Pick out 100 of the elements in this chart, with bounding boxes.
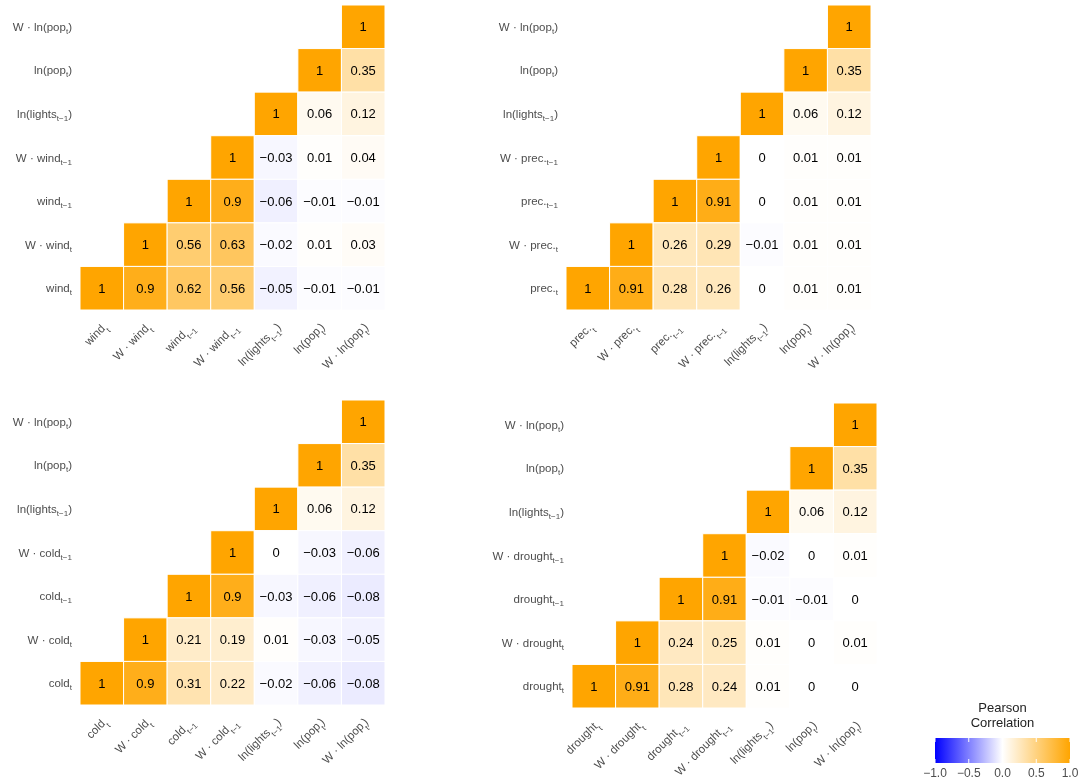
data-label: 1 [272, 106, 280, 122]
data-label: 0.56 [219, 280, 246, 296]
data-label: 0.35 [842, 460, 868, 476]
data-label: 1 [802, 62, 810, 78]
color-bar-label: 0.5 [1027, 766, 1045, 780]
data-label: 0.91 [705, 193, 732, 209]
y-tick-label: W · ln(pop$_{t}$) [498, 20, 559, 36]
y-tick-label: wind$_{t}$ [45, 282, 73, 298]
y-tick-label: ln(lights$_{t−1}$) [17, 502, 73, 518]
data-label: 0.28 [662, 280, 688, 296]
data-label: 0 [758, 280, 766, 296]
y-tick-label: W · drought$_{t}$ [501, 636, 565, 652]
data-label: 1 [359, 19, 367, 35]
data-label: 0.01 [306, 237, 333, 253]
data-label: −0.01 [303, 193, 337, 209]
data-label: −0.03 [303, 545, 337, 560]
data-label: 0.01 [306, 150, 333, 165]
data-label: 0.91 [624, 678, 651, 694]
data-label: 0.21 [176, 632, 202, 648]
data-label: 1 [141, 237, 149, 253]
y-tick-label: drought$_{t−1}$ [513, 593, 565, 609]
data-label: 1 [758, 106, 766, 122]
data-label: 0.01 [755, 678, 781, 694]
data-label: 1 [633, 635, 641, 651]
data-label: 0.01 [842, 635, 868, 651]
data-label: −0.02 [259, 237, 293, 253]
data-label: −0.02 [259, 675, 293, 691]
data-label: 1 [808, 460, 816, 476]
data-label: 0.01 [836, 280, 862, 296]
y-tick-label: W · cold$_{t−1}$ [18, 546, 73, 562]
data-label: 0.62 [176, 280, 202, 296]
data-label: 1 [720, 548, 729, 563]
data-label: 1 [677, 591, 685, 607]
y-tick-label: W · wind$_{t−1}$ [15, 151, 73, 167]
y-tick-label: ln(pop$_{t}$) [519, 64, 559, 80]
data-label: 0 [758, 150, 766, 165]
data-label: 0.9 [223, 588, 242, 604]
data-label: 0.01 [836, 150, 862, 165]
data-label: −0.01 [346, 193, 380, 209]
data-label: 1 [671, 193, 679, 209]
data-label: −0.05 [259, 280, 293, 296]
data-label: −0.06 [259, 193, 293, 209]
data-label: 0.04 [350, 150, 376, 165]
data-label: 0 [851, 678, 859, 694]
y-tick-label: W · ln(pop$_{t}$) [504, 418, 565, 434]
data-label: 0.29 [705, 237, 732, 253]
data-label: 0.12 [350, 501, 376, 517]
data-label: 0.06 [306, 501, 333, 517]
data-label: −0.05 [346, 632, 380, 648]
color-bar-label: 1.0 [1061, 766, 1079, 780]
data-label: 0.01 [792, 193, 819, 209]
data-label: 0 [808, 678, 816, 694]
data-label: 0.24 [711, 678, 738, 694]
data-label: 1 [228, 150, 237, 165]
data-label: −0.03 [259, 150, 293, 165]
data-label: 1 [228, 545, 237, 560]
data-label: 1 [185, 588, 193, 604]
y-tick-label: ln(lights$_{t−1}$) [503, 107, 559, 123]
data-label: 1 [359, 414, 367, 430]
data-label: −0.06 [346, 545, 380, 560]
y-tick-label: W · ln(pop$_{t}$) [12, 20, 73, 36]
data-label: 0.22 [219, 675, 246, 691]
color-bar-label: −1.0 [923, 766, 948, 780]
data-label: 1 [316, 62, 324, 78]
data-label: 0 [851, 591, 859, 607]
data-label: 0.9 [136, 675, 155, 691]
data-label: −0.01 [795, 591, 829, 607]
y-tick-label: ln(pop$_{t}$) [525, 462, 565, 478]
data-label: 1 [98, 675, 106, 691]
data-label: 0.9 [136, 280, 155, 296]
data-label: 0.01 [755, 635, 781, 651]
data-label: 0.12 [836, 106, 862, 122]
data-label: −0.08 [346, 675, 380, 691]
data-label: 1 [851, 417, 859, 433]
y-tick-label: cold$_{t−1}$ [39, 590, 73, 606]
y-tick-label: ln(lights$_{t−1}$) [509, 505, 565, 521]
data-label: 0.35 [350, 457, 376, 473]
data-label: 1 [584, 280, 592, 296]
data-label: 0 [272, 545, 280, 560]
data-label: 1 [141, 632, 149, 648]
data-label: 1 [764, 504, 772, 520]
data-label: 0.9 [223, 193, 242, 209]
data-label: −0.06 [303, 675, 337, 691]
data-label: 0.56 [176, 237, 202, 253]
y-tick-label: cold$_{t}$ [48, 677, 73, 693]
data-label: 0.25 [711, 635, 738, 651]
data-label: 0.06 [306, 106, 333, 122]
color-bar-label: −0.5 [956, 766, 981, 780]
data-label: 0.12 [842, 504, 868, 520]
data-label: 0.01 [792, 237, 819, 253]
data-label: −0.03 [303, 632, 337, 648]
data-label: 0.91 [711, 591, 738, 607]
data-label: 0.26 [662, 237, 688, 253]
data-label: 1 [627, 237, 635, 253]
data-label: 0.01 [836, 193, 862, 209]
data-label: 0.19 [219, 632, 246, 648]
data-label: 1 [590, 678, 598, 694]
data-label: 0.01 [792, 150, 819, 165]
y-tick-label: W · prec.$_{t−1}$ [499, 151, 559, 167]
data-label: 0.01 [836, 237, 862, 253]
